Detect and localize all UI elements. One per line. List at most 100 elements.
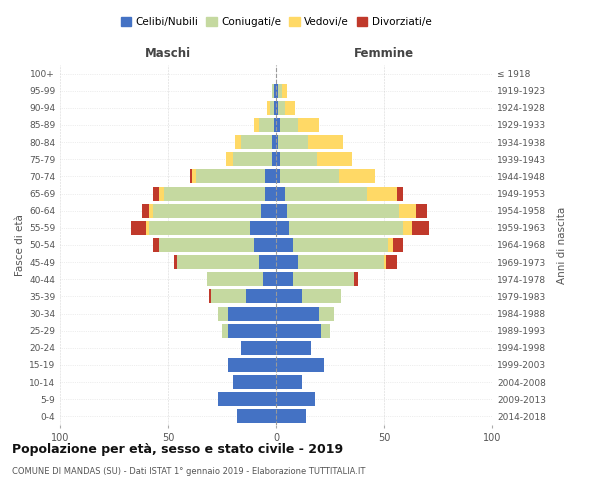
Bar: [399, 204, 416, 218]
Bar: [229, 324, 276, 338]
Bar: [276, 101, 278, 115]
Bar: [276, 118, 280, 132]
Y-axis label: Anni di nascita: Anni di nascita: [557, 206, 567, 284]
Bar: [160, 238, 254, 252]
Bar: [269, 101, 274, 115]
Bar: [384, 255, 386, 269]
Bar: [276, 272, 293, 286]
Bar: [237, 410, 276, 424]
Bar: [386, 255, 397, 269]
Bar: [280, 118, 298, 132]
Bar: [367, 186, 397, 200]
Bar: [153, 186, 160, 200]
Bar: [229, 306, 276, 320]
Bar: [250, 221, 276, 235]
Bar: [235, 135, 241, 149]
Bar: [298, 255, 384, 269]
Bar: [412, 221, 430, 235]
Bar: [317, 152, 352, 166]
Bar: [265, 186, 276, 200]
Bar: [276, 238, 293, 252]
Text: Popolazione per età, sesso e stato civile - 2019: Popolazione per età, sesso e stato civil…: [12, 442, 343, 456]
Bar: [146, 221, 149, 235]
Bar: [319, 306, 334, 320]
Bar: [226, 152, 233, 166]
Bar: [276, 255, 298, 269]
Bar: [388, 238, 392, 252]
Bar: [302, 290, 341, 304]
Bar: [233, 375, 276, 389]
Bar: [416, 204, 427, 218]
Bar: [284, 186, 367, 200]
Bar: [222, 324, 229, 338]
Bar: [287, 204, 399, 218]
Bar: [190, 170, 192, 183]
Bar: [218, 392, 276, 406]
Bar: [276, 392, 315, 406]
Bar: [196, 170, 265, 183]
Bar: [233, 152, 272, 166]
Bar: [276, 324, 322, 338]
Bar: [175, 255, 176, 269]
Bar: [259, 255, 276, 269]
Bar: [265, 170, 276, 183]
Bar: [293, 238, 388, 252]
Bar: [283, 84, 287, 98]
Bar: [392, 238, 403, 252]
Bar: [149, 204, 153, 218]
Bar: [276, 410, 306, 424]
Bar: [209, 290, 211, 304]
Bar: [176, 255, 259, 269]
Bar: [241, 135, 272, 149]
Legend: Celibi/Nubili, Coniugati/e, Vedovi/e, Divorziati/e: Celibi/Nubili, Coniugati/e, Vedovi/e, Di…: [116, 12, 436, 31]
Bar: [229, 358, 276, 372]
Bar: [397, 186, 403, 200]
Bar: [268, 101, 269, 115]
Bar: [276, 186, 284, 200]
Bar: [246, 290, 276, 304]
Bar: [259, 118, 274, 132]
Bar: [160, 186, 164, 200]
Bar: [276, 135, 278, 149]
Bar: [207, 272, 263, 286]
Bar: [293, 272, 354, 286]
Bar: [254, 238, 276, 252]
Y-axis label: Fasce di età: Fasce di età: [15, 214, 25, 276]
Bar: [403, 221, 412, 235]
Bar: [274, 84, 276, 98]
Bar: [272, 152, 276, 166]
Bar: [276, 358, 323, 372]
Bar: [274, 101, 276, 115]
Text: COMUNE DI MANDAS (SU) - Dati ISTAT 1° gennaio 2019 - Elaborazione TUTTITALIA.IT: COMUNE DI MANDAS (SU) - Dati ISTAT 1° ge…: [12, 468, 365, 476]
Bar: [153, 238, 160, 252]
Bar: [131, 221, 146, 235]
Bar: [278, 135, 308, 149]
Bar: [338, 170, 376, 183]
Bar: [272, 84, 274, 98]
Text: Femmine: Femmine: [354, 47, 414, 60]
Bar: [218, 306, 229, 320]
Bar: [280, 152, 317, 166]
Bar: [263, 272, 276, 286]
Bar: [211, 290, 246, 304]
Bar: [276, 341, 311, 355]
Bar: [276, 84, 278, 98]
Bar: [280, 170, 338, 183]
Text: Maschi: Maschi: [145, 47, 191, 60]
Bar: [298, 118, 319, 132]
Bar: [254, 118, 259, 132]
Bar: [276, 221, 289, 235]
Bar: [276, 152, 280, 166]
Bar: [142, 204, 149, 218]
Bar: [284, 101, 295, 115]
Bar: [241, 341, 276, 355]
Bar: [149, 221, 250, 235]
Bar: [322, 324, 330, 338]
Bar: [289, 221, 403, 235]
Bar: [164, 186, 265, 200]
Bar: [276, 170, 280, 183]
Bar: [153, 204, 261, 218]
Bar: [192, 170, 196, 183]
Bar: [272, 135, 276, 149]
Bar: [276, 375, 302, 389]
